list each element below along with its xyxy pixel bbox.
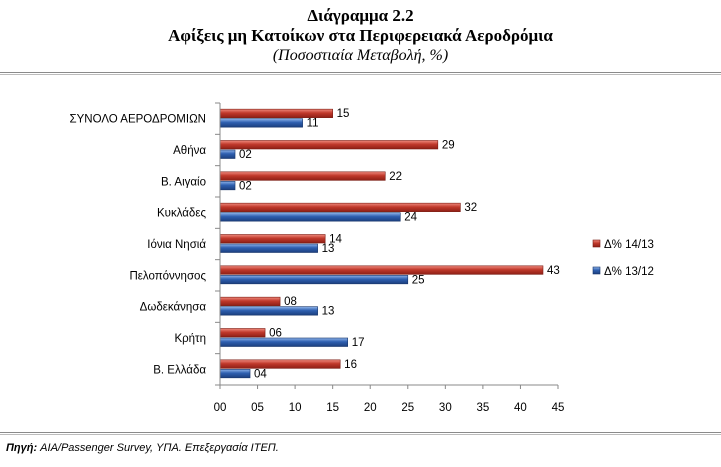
value-label-series2-2: 02: [239, 180, 252, 192]
value-label-series2-5: 25: [412, 274, 425, 286]
source-label: Πηγή:: [6, 442, 38, 454]
value-label-series1-6: 08: [284, 296, 297, 308]
value-label-series2-4: 13: [322, 243, 335, 255]
legend-label-series1: Δ% 14/13: [604, 239, 654, 251]
value-label-series2-8: 04: [254, 368, 267, 380]
legend-label-series2: Δ% 13/12: [604, 266, 654, 278]
value-label-series1-5: 43: [547, 265, 560, 277]
category-label-0: ΣΥΝΟΛΟ ΑΕΡΟΔΡΟΜΙΩΝ: [70, 114, 206, 126]
bottom-divider: [0, 432, 721, 433]
chart-title: Διάγραμμα 2.2: [307, 6, 414, 25]
bar-series2-3: [219, 212, 401, 222]
category-label-3: Κυκλάδες: [157, 208, 206, 220]
value-label-series1-3: 32: [464, 202, 477, 214]
bar-series2-7: [219, 337, 348, 347]
source-note: Πηγή: AIA/Passenger Survey, ΥΠΑ. Επεξεργ…: [6, 442, 279, 454]
bar-series2-1: [219, 149, 236, 159]
value-label-series1-0: 15: [337, 108, 350, 120]
category-label-7: Κρήτη: [174, 333, 206, 345]
bar-series1-1: [219, 140, 439, 150]
bar-series2-6: [219, 306, 318, 316]
bar-series2-2: [219, 181, 236, 191]
value-label-series2-0: 11: [307, 118, 319, 130]
x-tick-label-1: 05: [251, 402, 264, 414]
value-label-series1-8: 16: [344, 359, 357, 371]
bar-series1-2: [219, 171, 386, 181]
bar-series1-6: [219, 296, 281, 306]
top-divider-secondary: [0, 74, 721, 75]
value-label-series1-1: 29: [442, 140, 455, 152]
chart-unit-note: (Ποσοστιαία Μεταβολή, %): [272, 47, 449, 64]
category-label-2: Β. Αιγαίο: [161, 176, 206, 188]
top-divider: [0, 72, 721, 73]
bar-series2-8: [219, 369, 251, 379]
x-tick-label-6: 30: [439, 402, 452, 414]
bar-series2-4: [219, 243, 318, 253]
value-label-series1-7: 06: [269, 328, 282, 340]
legend-swatch-series2: [592, 266, 601, 275]
x-tick-label-9: 45: [552, 402, 565, 414]
bar-series1-4: [219, 234, 326, 244]
bar-series1-5: [219, 265, 544, 275]
bar-series1-8: [219, 359, 341, 369]
bar-series2-0: [219, 118, 303, 128]
bar-series1-3: [219, 202, 461, 212]
bottom-divider-secondary: [0, 434, 721, 435]
category-label-4: Ιόνια Νησιά: [147, 239, 206, 251]
category-label-5: Πελοπόννησος: [129, 270, 206, 282]
value-label-series2-3: 24: [404, 212, 417, 224]
chart-subtitle: Αφίξεις μη Κατοίκων στα Περιφερειακά Αερ…: [168, 26, 553, 45]
value-label-series1-2: 22: [389, 171, 402, 183]
x-tick-label-3: 15: [326, 402, 339, 414]
title-block: Διάγραμμα 2.2 Αφίξεις μη Κατοίκων στα Πε…: [0, 6, 721, 65]
bar-series1-7: [219, 328, 266, 338]
x-tick-label-0: 00: [214, 402, 227, 414]
value-label-series1-4: 14: [329, 234, 342, 246]
value-label-series2-1: 02: [239, 149, 252, 161]
value-label-series2-6: 13: [322, 306, 335, 318]
value-label-series2-7: 17: [352, 337, 365, 349]
bar-series2-5: [219, 275, 409, 285]
category-label-6: Δωδεκάνησα: [140, 302, 207, 314]
category-label-1: Αθήνα: [173, 145, 206, 157]
x-tick-label-7: 35: [476, 402, 489, 414]
bar-series1-0: [219, 108, 333, 118]
category-label-8: Β. Ελλάδα: [153, 364, 206, 376]
x-tick-label-2: 10: [289, 402, 302, 414]
x-tick-label-8: 40: [514, 402, 527, 414]
x-tick-label-5: 25: [401, 402, 414, 414]
source-text: AIA/Passenger Survey, ΥΠΑ. Επεξεργασία Ι…: [37, 442, 279, 454]
legend-swatch-series1: [592, 239, 601, 248]
x-tick-label-4: 20: [364, 402, 377, 414]
